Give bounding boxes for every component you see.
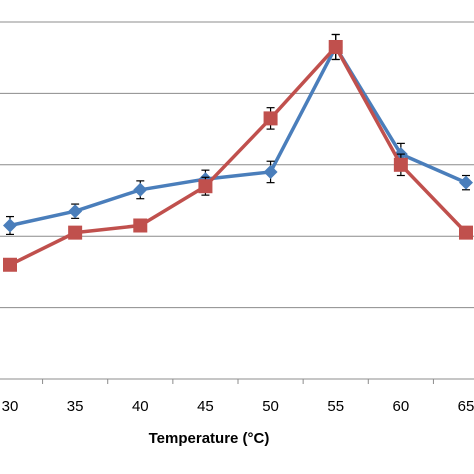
x-tick-label: 30 (2, 398, 19, 415)
data-point (263, 164, 278, 179)
x-axis-title: Temperature (°C) (149, 430, 270, 447)
axes (0, 378, 474, 384)
x-tick-label: 35 (67, 398, 84, 415)
data-point (393, 157, 408, 172)
data-point (328, 39, 343, 54)
x-tick-label: 60 (393, 398, 410, 415)
data-point (133, 182, 148, 197)
data-point (3, 218, 17, 233)
series-layer (3, 33, 473, 272)
data-point (68, 204, 83, 219)
data-point (459, 175, 473, 190)
x-tick-label: 45 (197, 398, 214, 415)
series-2 (3, 33, 473, 272)
data-point (133, 218, 148, 233)
data-point (68, 225, 83, 240)
series-line (9, 45, 467, 228)
x-tick-labels: 30 35 40 45 50 55 60 65 (2, 398, 474, 415)
data-point (198, 179, 213, 194)
data-point (263, 111, 278, 126)
x-tick-label: 65 (458, 398, 474, 415)
data-point (3, 257, 17, 272)
x-tick-label: 55 (327, 398, 344, 415)
x-tick-label: 40 (132, 398, 149, 415)
x-tick-label: 50 (262, 398, 279, 415)
series-1 (3, 33, 473, 236)
series-line (9, 45, 468, 267)
data-point (459, 225, 473, 240)
